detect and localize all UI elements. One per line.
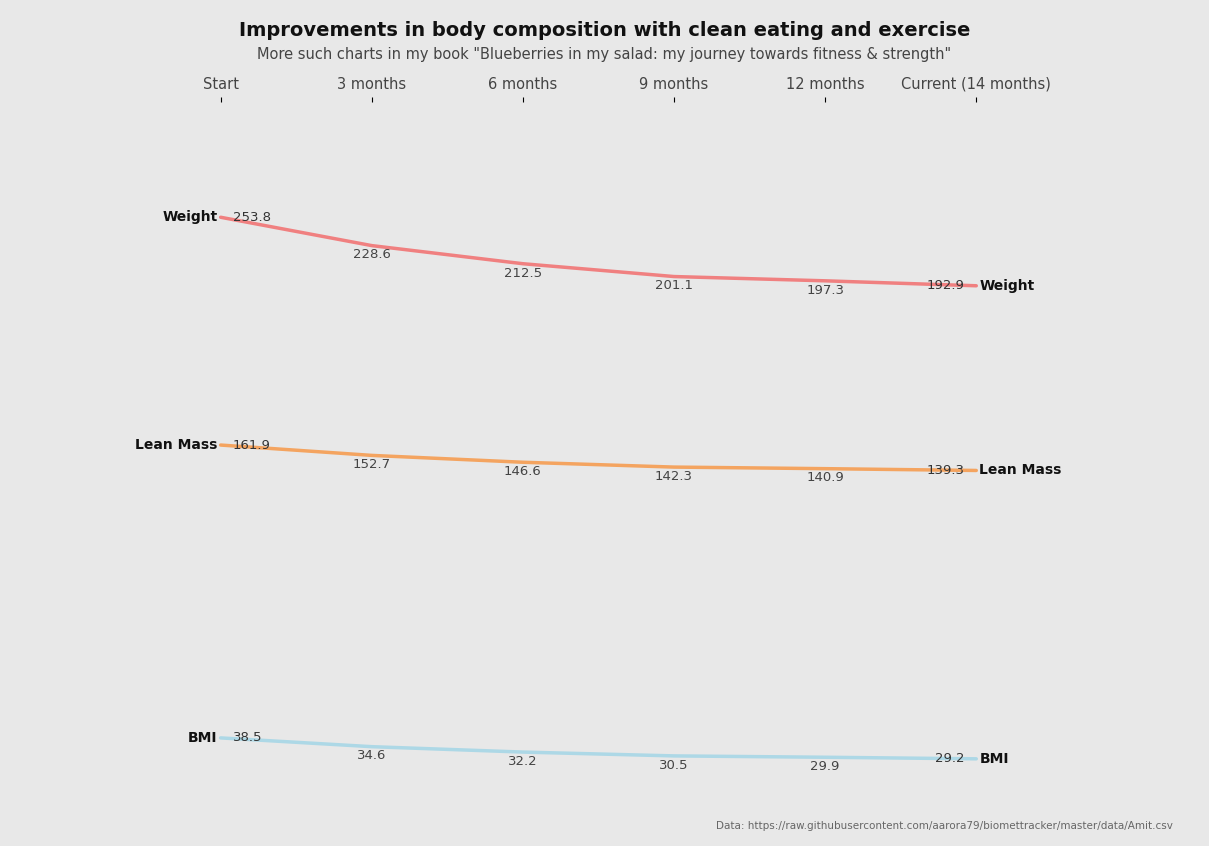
Text: Weight: Weight xyxy=(979,279,1035,293)
Text: 192.9: 192.9 xyxy=(926,279,965,292)
Text: 29.2: 29.2 xyxy=(935,752,965,766)
Text: 161.9: 161.9 xyxy=(232,438,271,452)
Text: 29.9: 29.9 xyxy=(810,760,840,773)
Text: Data: https://raw.githubusercontent.com/aarora79/biomettracker/master/data/Amit.: Data: https://raw.githubusercontent.com/… xyxy=(716,821,1173,831)
Text: 38.5: 38.5 xyxy=(232,732,262,744)
Text: Weight: Weight xyxy=(162,211,218,224)
Text: BMI: BMI xyxy=(189,731,218,745)
Text: 201.1: 201.1 xyxy=(655,279,693,293)
Text: 197.3: 197.3 xyxy=(806,283,844,297)
Text: 152.7: 152.7 xyxy=(353,459,391,471)
Text: 212.5: 212.5 xyxy=(504,266,542,279)
Text: 140.9: 140.9 xyxy=(806,471,844,485)
Text: 34.6: 34.6 xyxy=(357,750,387,762)
Text: 139.3: 139.3 xyxy=(926,464,965,477)
Text: BMI: BMI xyxy=(979,752,1008,766)
Text: Lean Mass: Lean Mass xyxy=(979,464,1062,477)
Text: Lean Mass: Lean Mass xyxy=(135,438,218,452)
Text: 32.2: 32.2 xyxy=(508,755,538,768)
Text: 30.5: 30.5 xyxy=(659,759,689,772)
Text: 228.6: 228.6 xyxy=(353,249,391,261)
Text: 253.8: 253.8 xyxy=(232,211,271,223)
Text: More such charts in my book "Blueberries in my salad: my journey towards fitness: More such charts in my book "Blueberries… xyxy=(258,47,951,62)
Text: 146.6: 146.6 xyxy=(504,465,542,478)
Text: Improvements in body composition with clean eating and exercise: Improvements in body composition with cl… xyxy=(239,21,970,40)
Text: 142.3: 142.3 xyxy=(655,470,693,483)
